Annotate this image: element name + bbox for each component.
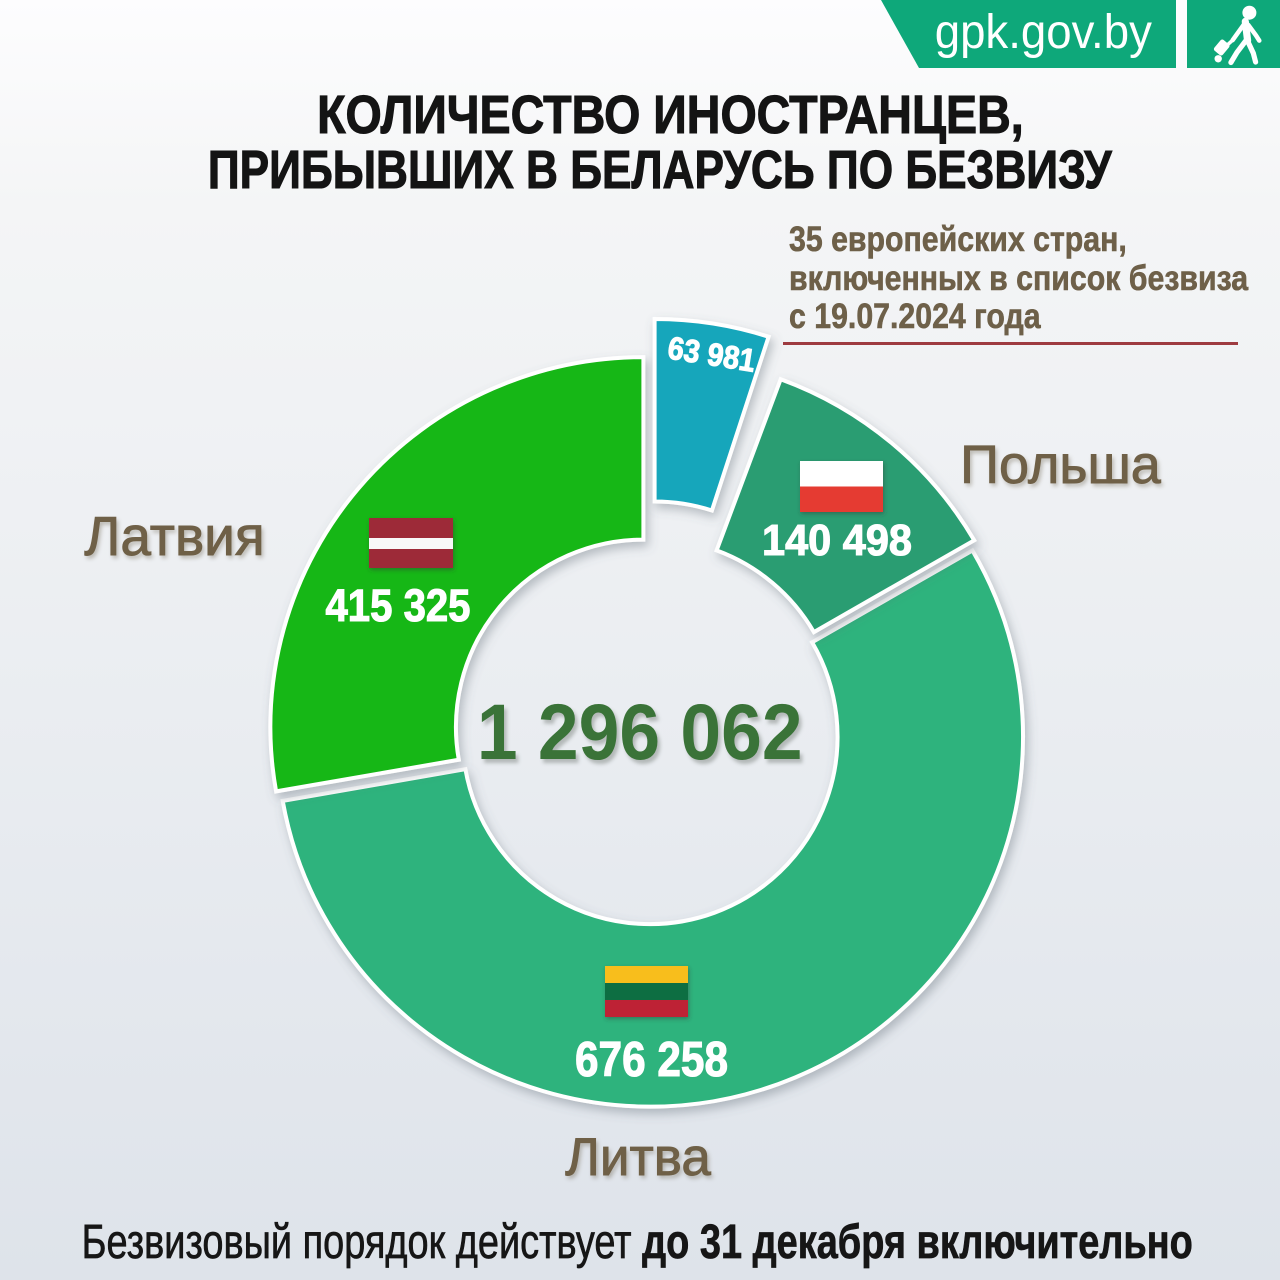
svg-text:676 258: 676 258 bbox=[575, 1033, 728, 1087]
svg-text:140 498: 140 498 bbox=[762, 516, 912, 565]
svg-text:415 325: 415 325 bbox=[326, 580, 471, 631]
